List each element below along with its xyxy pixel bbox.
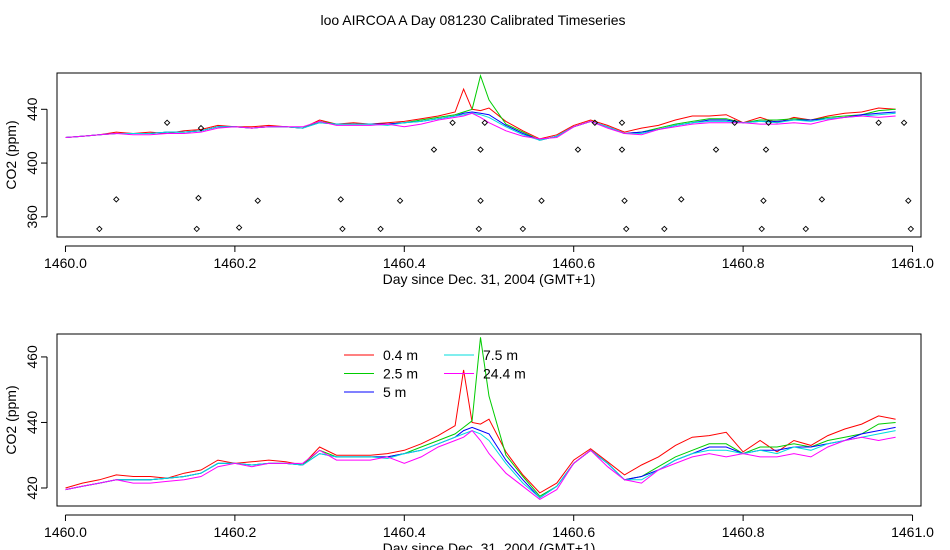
top-panel-y-tick-label: 360 (24, 205, 40, 229)
top-panel-diamond-marker (481, 119, 489, 126)
bottom-panel-x-axis-title: Day since Dec. 31, 2004 (GMT+1) (383, 540, 596, 550)
top-panel-diamond-marker (519, 225, 527, 233)
top-panel-diamond-marker (475, 225, 483, 233)
top-panel-diamond-marker (900, 119, 908, 126)
top-panel-diamond-marker (760, 197, 767, 204)
top-panel-series-line-trace-2 (65, 111, 896, 141)
bottom-panel-x-tick-label: 1460.4 (383, 524, 426, 540)
top-panel-y-tick-label: 400 (24, 151, 40, 175)
bottom-panel-series-line-7-5-m (65, 430, 896, 499)
legend-label: 0.4 m (383, 347, 418, 363)
top-panel-diamond-marker (337, 196, 345, 203)
top-panel-diamond-marker (875, 119, 882, 126)
top-panel-diamond-marker (818, 196, 826, 203)
bottom-panel-x-tick-label: 1460.8 (722, 524, 765, 540)
bottom-panel-series-line-0-4-m (65, 369, 896, 494)
top-panel-x-axis-title: Day since Dec. 31, 2004 (GMT+1) (383, 271, 596, 287)
top-panel-diamond-marker (449, 119, 456, 126)
top-panel-diamond-marker (477, 146, 484, 153)
top-panel-series-line-trace-3 (65, 112, 896, 141)
top-panel-diamond-marker (430, 146, 438, 153)
top-panel-diamond-marker (538, 197, 545, 204)
top-panel-y-tick-label: 440 (24, 97, 40, 121)
top-panel-diamond-marker (907, 225, 915, 233)
top-panel-diamond-marker (574, 146, 582, 153)
top-panel-x-tick-label: 1460.2 (213, 255, 256, 271)
top-panel-series-line-trace-4 (65, 112, 896, 140)
top-panel-diamond-marker (622, 225, 630, 233)
top-panel-diamond-marker (802, 225, 810, 233)
top-panel-diamond-marker (618, 119, 626, 126)
bottom-panel-x-tick-label: 1460.2 (213, 524, 256, 540)
top-panel-y-axis-title: CO2 (ppm) (3, 120, 19, 189)
top-panel-diamond-marker (163, 119, 171, 126)
top-panel-diamond-marker (618, 146, 626, 153)
top-panel-x-tick-label: 1461.0 (891, 255, 934, 271)
top-panel-diamond-marker (661, 225, 668, 233)
bottom-panel: 1460.0 1460.2 1460.4 1460.6 1460.8 1461.0 Day … (3, 333, 934, 550)
top-panel-diamond-marker (377, 225, 384, 233)
top-panel-diamond-marker (193, 225, 201, 233)
top-panel-diamond-marker (731, 119, 738, 126)
legend-label: 2.5 m (383, 366, 418, 382)
top-panel-x-tick-label: 1460.0 (44, 255, 87, 271)
bottom-panel-y-tick-label: 420 (24, 476, 40, 500)
top-panel-diamond-marker (905, 197, 912, 204)
top-panel-diamond-marker (621, 197, 628, 204)
top-panel-diamond-marker (678, 196, 685, 203)
legend-label: 24.4 m (483, 366, 526, 382)
figure-title: loo AIRCOA A Day 081230 Calibrated Times… (320, 12, 625, 28)
top-panel-series-line-trace-0 (65, 87, 896, 140)
legend: 0.4 m 2.5 m 5 m 7.5 m 24.4 m (344, 347, 526, 400)
legend-label: 5 m (383, 384, 406, 400)
bottom-panel-y-tick-label: 460 (24, 345, 40, 369)
top-panel-diamond-marker (113, 196, 120, 203)
top-panel-x-tick-label: 1460.8 (722, 255, 765, 271)
legend-label: 7.5 m (483, 347, 518, 363)
top-panel-diamond-marker (762, 146, 770, 153)
bottom-panel-y-axis-title: CO2 (ppm) (3, 385, 19, 454)
bottom-panel-series-line-24-4-m (65, 429, 896, 501)
top-panel-frame (56, 72, 922, 238)
top-panel: 1460.0 1460.2 1460.4 1460.6 1460.8 1461.0 Day … (3, 72, 934, 287)
top-panel-diamond-marker (758, 225, 765, 233)
top-panel-x-tick-label: 1460.6 (552, 255, 595, 271)
top-panel-diamond-marker (339, 225, 346, 233)
top-panel-diamond-marker (765, 119, 772, 126)
top-panel-diamond-marker (396, 197, 404, 204)
top-panel-x-tick-label: 1460.4 (383, 255, 426, 271)
bottom-panel-series-line-5-m (65, 426, 896, 499)
top-panel-diamond-marker (197, 124, 205, 132)
top-panel-diamond-marker (96, 225, 103, 233)
bottom-panel-x-tick-label: 1461.0 (891, 524, 934, 540)
bottom-panel-data (65, 337, 896, 501)
bottom-panel-frame (56, 333, 922, 507)
bottom-panel-x-tick-label: 1460.6 (552, 524, 595, 540)
top-panel-diamond-marker (591, 119, 599, 126)
top-panel-diamond-marker (254, 197, 261, 204)
top-panel-diamond-marker (477, 197, 484, 204)
bottom-panel-x-tick-label: 1460.0 (44, 524, 87, 540)
top-panel-diamond-marker (712, 146, 720, 153)
bottom-panel-y-tick-label: 440 (24, 411, 40, 435)
top-panel-diamond-marker (235, 224, 243, 231)
top-panel-diamond-marker (195, 194, 202, 202)
top-panel-data (65, 73, 915, 233)
